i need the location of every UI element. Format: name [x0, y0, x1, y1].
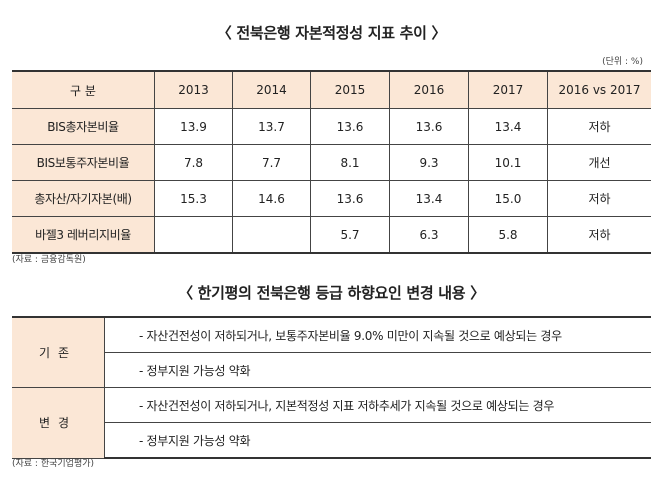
- table-row: 총자산/자기자본(배) 15.3 14.6 13.6 13.4 15.0 저하: [12, 180, 651, 217]
- source-note: (자료 : 한국기업평가): [12, 459, 95, 469]
- header-2014: 2014: [232, 70, 311, 109]
- cell-value: 8.1: [310, 144, 390, 181]
- cell-value: 13.6: [310, 108, 390, 145]
- unit-label: (단위 : %): [602, 57, 643, 67]
- row-label: 총자산/자기자본(배): [12, 180, 155, 217]
- cell-value: 7.8: [154, 144, 233, 181]
- cell-value: 10.1: [468, 144, 548, 181]
- source-note: (자료 : 금융감독원): [12, 255, 86, 265]
- table-title-capital-adequacy: 〈 전북은행 자본적정성 지표 추이 〉: [216, 24, 447, 42]
- table-row: 바젤3 레버리지비율 5.7 6.3 5.8 저하: [12, 216, 651, 254]
- criteria-item: - 정부지원 가능성 약화: [104, 352, 651, 388]
- cell-value: [232, 216, 311, 254]
- cell-value: 7.7: [232, 144, 311, 181]
- table-row: 변경 - 자산건전성이 저하되거나, 지본적정성 지표 저하추세가 지속될 것으…: [12, 387, 651, 459]
- table-row: BIS보통주자본비율 7.8 7.7 8.1 9.3 10.1 개선: [12, 144, 651, 181]
- cell-value: 14.6: [232, 180, 311, 217]
- row-label: BIS보통주자본비율: [12, 144, 155, 181]
- table-header-row: 구 분 2013 2014 2015 2016 2017 2016 vs 201…: [12, 70, 651, 109]
- cell-value: 5.8: [468, 216, 548, 254]
- cell-trend: 개선: [547, 144, 651, 181]
- row-label: 바젤3 레버리지비율: [12, 216, 155, 254]
- row-label: BIS총자본비율: [12, 108, 155, 145]
- cell-trend: 저하: [547, 216, 651, 254]
- cell-value: 6.3: [389, 216, 469, 254]
- table-title-rating-change: 〈 한기평의 전북은행 등급 하향요인 변경 내용 〉: [178, 284, 485, 302]
- header-comparison: 2016 vs 2017: [547, 70, 651, 109]
- header-2016: 2016: [389, 70, 469, 109]
- cell-value: 13.9: [154, 108, 233, 145]
- capital-adequacy-table: 구 분 2013 2014 2015 2016 2017 2016 vs 201…: [12, 70, 651, 254]
- cell-value: 9.3: [389, 144, 469, 181]
- cell-value: 13.4: [468, 108, 548, 145]
- table-row: - 정부지원 가능성 약화: [12, 422, 651, 459]
- header-2013: 2013: [154, 70, 233, 109]
- cell-value: 5.7: [310, 216, 390, 254]
- cell-value: [154, 216, 233, 254]
- category-label: 기존: [12, 316, 105, 388]
- rating-change-table: 기존 - 자산건전성이 저하되거나, 보통주자본비율 9.0% 미만이 지속될 …: [12, 316, 651, 459]
- cell-trend: 저하: [547, 108, 651, 145]
- cell-value: 13.6: [310, 180, 390, 217]
- cell-value: 15.0: [468, 180, 548, 217]
- header-2017: 2017: [468, 70, 548, 109]
- cell-value: 13.6: [389, 108, 469, 145]
- header-category: 구 분: [12, 70, 155, 109]
- table-row: - 정부지원 가능성 약화: [12, 352, 651, 388]
- cell-value: 15.3: [154, 180, 233, 217]
- category-label: 변경: [12, 387, 105, 459]
- table-row: 기존 - 자산건전성이 저하되거나, 보통주자본비율 9.0% 미만이 지속될 …: [12, 316, 651, 388]
- cell-trend: 저하: [547, 180, 651, 217]
- criteria-item: - 자산건전성이 저하되거나, 보통주자본비율 9.0% 미만이 지속될 것으로…: [104, 316, 651, 353]
- cell-value: 13.4: [389, 180, 469, 217]
- cell-value: 13.7: [232, 108, 311, 145]
- criteria-item: - 정부지원 가능성 약화: [104, 422, 651, 459]
- criteria-item: - 자산건전성이 저하되거나, 지본적정성 지표 저하추세가 지속될 것으로 예…: [104, 387, 651, 423]
- table-row: BIS총자본비율 13.9 13.7 13.6 13.6 13.4 저하: [12, 108, 651, 145]
- header-2015: 2015: [310, 70, 390, 109]
